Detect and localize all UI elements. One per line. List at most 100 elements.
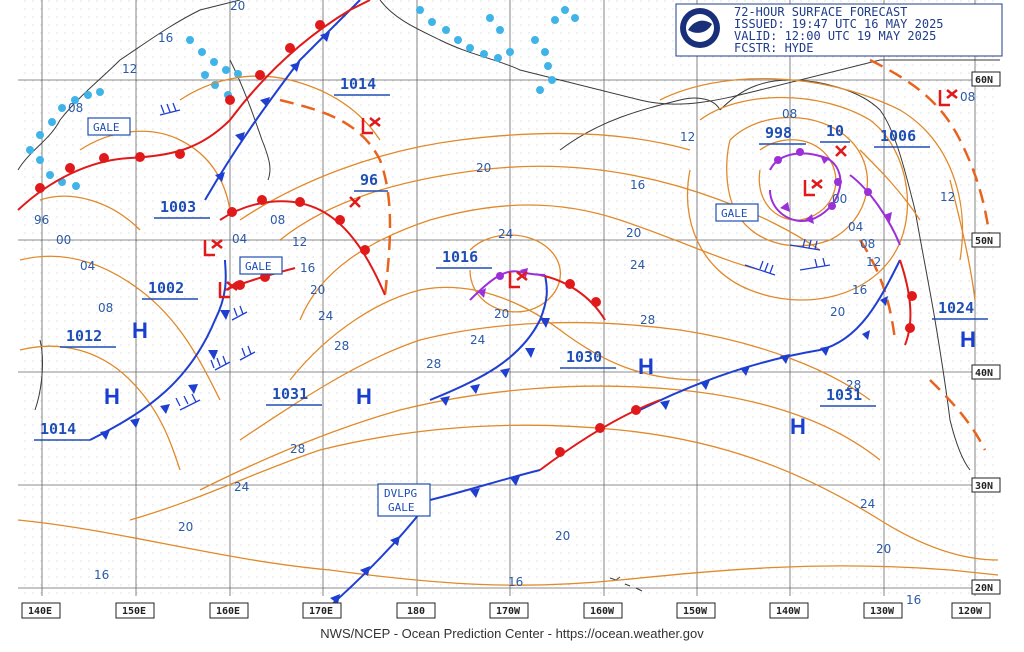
pressure-label: 1006: [880, 127, 916, 145]
isobar-label: 04: [848, 220, 863, 234]
low-symbol: [508, 271, 528, 289]
lat-label: 40N: [975, 368, 993, 379]
lon-label: 160W: [590, 606, 615, 617]
gale-warning: GALE: [93, 121, 120, 134]
pressure-label: 1014: [40, 420, 76, 438]
isobar-label: 08: [270, 213, 285, 227]
isobar-label: 20: [876, 542, 891, 556]
isobar-label: 08: [68, 101, 83, 115]
pressure-label: 10: [826, 122, 844, 140]
isobar-label: 16: [906, 593, 921, 607]
isobar-label: 16: [300, 261, 315, 275]
isobar-label: 08: [960, 90, 975, 104]
isobar-label: 12: [122, 62, 137, 76]
low-symbol: [218, 281, 238, 299]
cold-front-barbs: [100, 32, 888, 604]
isobar-label: 28: [334, 339, 349, 353]
pressure-label: 1024: [938, 299, 974, 317]
isobar-label: 00: [832, 192, 847, 206]
header-forecaster: FCSTR: HYDE: [734, 41, 813, 55]
isobar-label: 20: [555, 529, 570, 543]
warning-labels: GALE GALE GALE DVLPG GALE: [87, 117, 759, 517]
isobar-label: 08: [860, 237, 875, 251]
pressure-label: 96: [360, 171, 378, 189]
pressure-label: 1003: [160, 198, 196, 216]
isobar-label: 20: [476, 161, 491, 175]
lat-label: 20N: [975, 583, 993, 594]
footer-credit: NWS/NCEP - Ocean Prediction Center - htt…: [320, 626, 704, 641]
lon-label: 170W: [496, 606, 521, 617]
high-symbol: H: [960, 327, 976, 352]
lon-label: 130W: [870, 606, 895, 617]
low-symbol: [361, 117, 381, 135]
isobar-label: 24: [498, 227, 513, 241]
high-symbol: H: [356, 384, 372, 409]
isobar-label: 12: [866, 255, 881, 269]
cold-fronts: [89, 0, 901, 616]
developing-warning: DVLPG: [384, 487, 417, 500]
isobar-label: 24: [630, 258, 645, 272]
isobar-label: 12: [940, 190, 955, 204]
lat-label: 60N: [975, 75, 993, 86]
longitude-labels: 140E 150E 160E 170E 180 170W 160W 150W 1…: [21, 602, 991, 619]
low-symbol: [203, 239, 223, 257]
isobar-label: 16: [852, 283, 867, 297]
pressure-label: 1031: [272, 385, 308, 403]
pressure-label: 1016: [442, 248, 478, 266]
lon-label: 140W: [776, 606, 801, 617]
isobar-label: 04: [80, 259, 95, 273]
isobar-label: 28: [640, 313, 655, 327]
lat-label: 50N: [975, 236, 993, 247]
low-x: [835, 145, 847, 157]
lon-label: 140E: [28, 606, 52, 617]
wind-barbs: [159, 102, 831, 411]
pressure-label: 998: [765, 124, 792, 142]
low-centers: [203, 89, 958, 299]
troughs: [279, 58, 992, 451]
pressure-label: 1002: [148, 279, 184, 297]
pressure-label: 1014: [340, 75, 376, 93]
isobar-label: 08: [782, 107, 797, 121]
high-symbol: H: [790, 414, 806, 439]
high-centers: H H H H H H: [104, 318, 976, 439]
latitude-labels: 60N 50N 40N 30N 20N: [971, 71, 1001, 595]
high-symbol: H: [104, 384, 120, 409]
isobar-label: 12: [680, 130, 695, 144]
header-issued: ISSUED: 19:47 UTC 16 MAY 2025: [734, 17, 944, 31]
lon-label: 120W: [958, 606, 983, 617]
low-symbol: [803, 179, 823, 197]
warm-fronts: [17, 0, 912, 471]
lon-label: 170E: [309, 606, 333, 617]
isobar-label: 16: [630, 178, 645, 192]
isobar-label: 24: [860, 497, 875, 511]
isobar-label: 28: [290, 442, 305, 456]
isobar-label: 24: [470, 333, 485, 347]
isobar-label: 16: [94, 568, 109, 582]
isobar-label: 08: [98, 301, 113, 315]
forecast-header: 72-HOUR SURFACE FORECAST ISSUED: 19:47 U…: [675, 3, 1003, 57]
isobar-label: 24: [234, 480, 249, 494]
isobar-label: 00: [56, 233, 71, 247]
isobar-label: 24: [318, 309, 333, 323]
lon-label: 150E: [122, 606, 146, 617]
isobar-label: 20: [310, 283, 325, 297]
isobar-label: 28: [426, 357, 441, 371]
pressure-label-group: 1014 1003 1002 1012 1014 1031 1016 1030 …: [34, 75, 988, 441]
isobar-label: 20: [830, 305, 845, 319]
isobar-label: 96: [34, 213, 49, 227]
isobar-label: 16: [508, 575, 523, 589]
high-symbol: H: [132, 318, 148, 343]
lon-label: 180: [407, 606, 425, 617]
occluded-barbs: [478, 148, 892, 298]
pressure-label: 1030: [566, 348, 602, 366]
isobar-label: 16: [158, 31, 173, 45]
low-x: [349, 196, 361, 208]
gale-warning: GALE: [721, 207, 748, 220]
lat-label: 30N: [975, 481, 993, 492]
isobar-label: 20: [230, 0, 245, 13]
high-symbol: H: [638, 354, 654, 379]
pressure-label: 1031: [826, 386, 862, 404]
pressure-label: 1012: [66, 327, 102, 345]
isobar-label: 28: [846, 378, 861, 392]
warm-front-bumps: [35, 20, 917, 457]
